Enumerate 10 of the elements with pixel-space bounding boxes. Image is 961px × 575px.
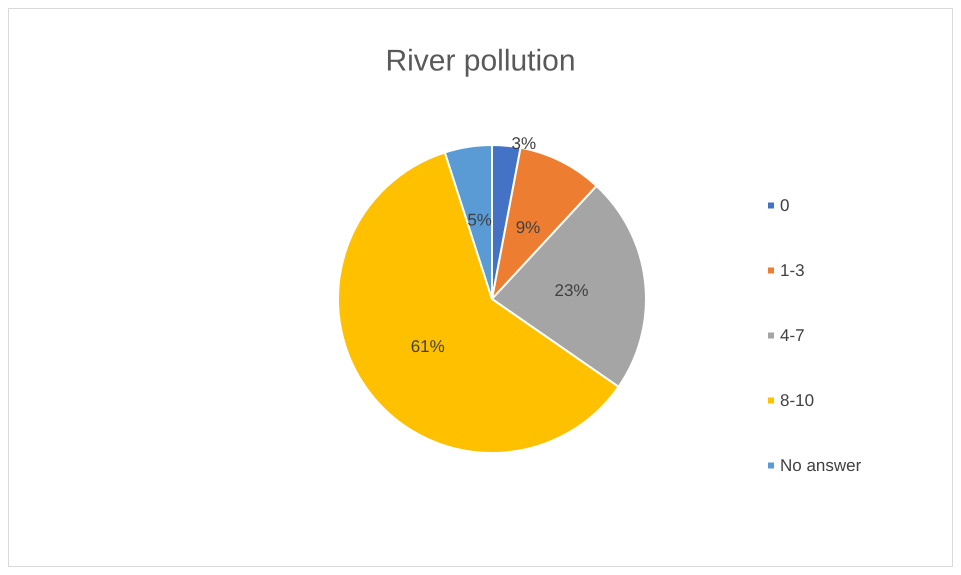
legend-label: No answer (780, 456, 862, 475)
data-label: 3% (512, 134, 536, 154)
legend-label: 4-7 (780, 326, 805, 345)
data-label: 9% (516, 218, 540, 238)
legend-label: 1-3 (780, 261, 805, 280)
data-label: 61% (410, 337, 445, 356)
legend-label: 8-10 (780, 391, 814, 410)
data-label: 23% (554, 280, 589, 300)
legend-label: 0 (780, 196, 790, 215)
chart-title: River pollution (385, 44, 576, 78)
